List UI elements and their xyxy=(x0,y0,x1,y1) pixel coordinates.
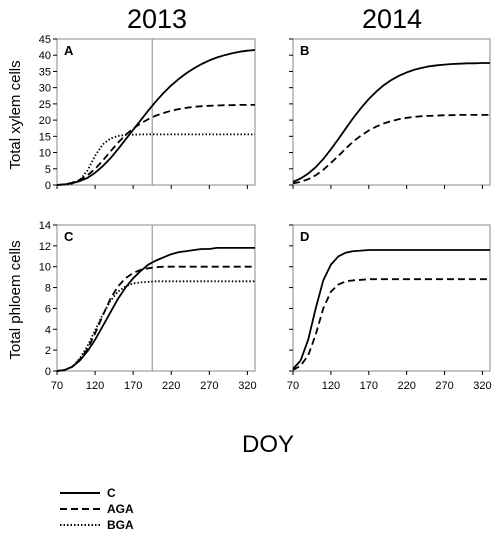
xtick-label: 320 xyxy=(473,380,491,392)
ytick-label: 15 xyxy=(39,131,51,143)
xtick-label: 120 xyxy=(86,380,104,392)
ytick-label: 20 xyxy=(39,115,51,127)
series-line-b-c xyxy=(292,62,490,183)
ytick-label: 25 xyxy=(39,99,51,111)
ytick-label: 35 xyxy=(39,66,51,78)
panel-label-b: B xyxy=(300,43,309,58)
legend-label-c: C xyxy=(107,486,116,500)
xtick-label: 270 xyxy=(200,380,218,392)
xtick-label: 120 xyxy=(322,380,340,392)
legend-label-bga: BGA xyxy=(107,518,134,532)
ylabel-phloem: Total phloem cells xyxy=(7,240,24,359)
ytick-label: 0 xyxy=(45,180,51,192)
ytick-label: 14 xyxy=(39,220,51,232)
plot-frame-b xyxy=(292,38,491,186)
series-line-c-aga xyxy=(56,265,255,372)
panel-label-d: D xyxy=(300,229,309,244)
panel-b: B xyxy=(289,38,491,189)
series-line-a-aga xyxy=(56,104,255,186)
plot-frame-c xyxy=(56,224,256,372)
ytick-label: 5 xyxy=(45,164,51,176)
ytick-label: 10 xyxy=(39,262,51,274)
series-line-b-aga xyxy=(292,114,490,185)
col-title-2013: 2013 xyxy=(127,4,187,34)
xtick-label: 270 xyxy=(435,380,453,392)
ytick-label: 6 xyxy=(45,303,51,315)
series-line-a-c xyxy=(56,49,256,186)
ylabel-xylem: Total xylem cells xyxy=(7,60,24,169)
ytick-label: 30 xyxy=(39,83,51,95)
xtick-label: 170 xyxy=(124,380,142,392)
xtick-label: 170 xyxy=(360,380,378,392)
series-line-c-c xyxy=(56,246,255,372)
panel-c: 0 2 4 6 8 10 12 14 70 120 170 220 270 320 C xyxy=(39,220,257,392)
xtick-label: 220 xyxy=(162,380,180,392)
panel-label-c: C xyxy=(64,229,74,244)
xtick-label: 70 xyxy=(287,380,299,392)
legend-label-aga: AGA xyxy=(107,502,134,516)
ytick-label: 8 xyxy=(45,283,51,295)
ytick-label: 45 xyxy=(39,34,51,46)
ytick-label: 0 xyxy=(45,366,51,378)
panel-label-a: A xyxy=(64,43,74,58)
series-line-d-aga xyxy=(292,278,490,371)
ytick-label: 40 xyxy=(39,50,51,62)
ytick-label: 12 xyxy=(39,241,51,253)
panel-a: 0 5 10 15 20 25 30 35 40 45 A xyxy=(39,34,256,192)
plot-frame-a xyxy=(56,38,256,186)
xtick-label: 220 xyxy=(397,380,415,392)
xlabel-doy: DOY xyxy=(242,431,294,458)
panel-d: 70 120 170 220 270 320 D xyxy=(287,224,492,392)
series-line-c-bga xyxy=(56,280,255,372)
ytick-label: 10 xyxy=(39,148,51,160)
xtick-label: 70 xyxy=(51,380,63,392)
xtick-label: 320 xyxy=(238,380,256,392)
plot-frame-d xyxy=(292,224,491,372)
legend: C AGA BGA xyxy=(60,486,134,532)
ytick-label: 2 xyxy=(45,345,51,357)
ytick-label: 4 xyxy=(45,324,51,336)
col-title-2014: 2014 xyxy=(362,4,422,34)
series-line-d-c xyxy=(292,249,490,370)
